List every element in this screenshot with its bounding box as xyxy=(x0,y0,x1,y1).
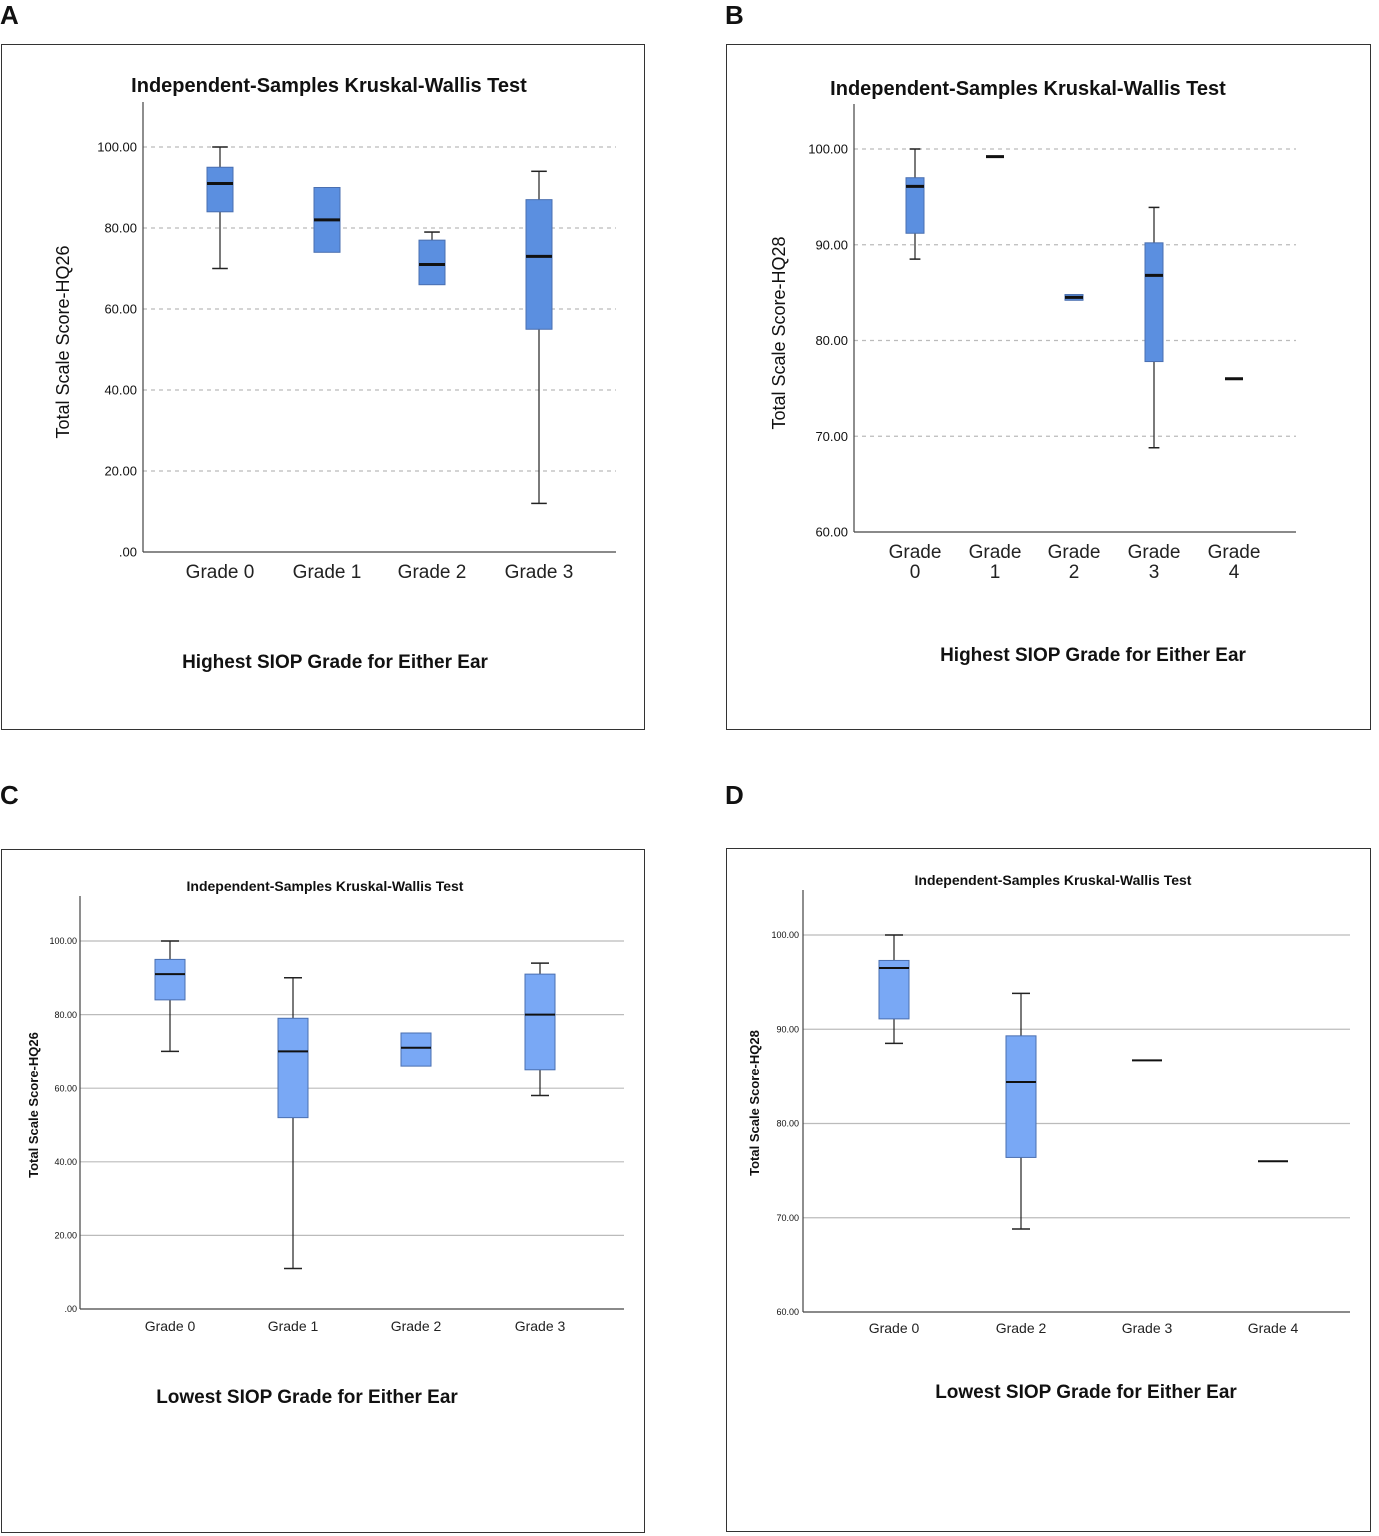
iqr-box xyxy=(206,166,234,213)
x-tick-label: Grade 4 xyxy=(1208,542,1261,583)
iqr-box xyxy=(418,239,446,286)
y-tick-label: 90.00 xyxy=(815,237,848,252)
x-axis-title: Lowest SIOP Grade for Either Ear xyxy=(156,1387,458,1408)
y-axis-title: Total Scale Score-HQ26 xyxy=(53,245,73,438)
y-tick-label: 20.00 xyxy=(54,1231,77,1241)
x-tick-label: Grade 2 xyxy=(996,1320,1047,1336)
x-tick-label: Grade 3 xyxy=(1122,1320,1173,1336)
box-grade-3 xyxy=(525,170,553,505)
box-grade-2 xyxy=(1005,992,1037,1230)
x-tick-label: Grade 1 xyxy=(268,1318,319,1334)
y-axis-title: Total Scale Score-HQ28 xyxy=(747,1030,762,1176)
box-grade-2 xyxy=(400,1032,432,1067)
y-tick-label: 100.00 xyxy=(808,142,848,157)
y-tick-label: 70.00 xyxy=(815,429,848,444)
y-axis-title: Total Scale Score-HQ28 xyxy=(769,236,789,429)
iqr-box xyxy=(524,973,556,1071)
panel-frame-a xyxy=(1,44,645,730)
box-grade-0 xyxy=(154,940,186,1053)
y-tick-label: .00 xyxy=(119,545,137,560)
x-tick-label: Grade 0 xyxy=(186,562,255,583)
box-grade-2 xyxy=(418,231,446,286)
box-grade-0 xyxy=(905,148,925,260)
x-tick-label: Grade 3 xyxy=(515,1318,566,1334)
y-tick-label: 20.00 xyxy=(104,464,137,479)
panel-label-d: D xyxy=(725,780,744,810)
y-tick-label: 40.00 xyxy=(54,1157,77,1167)
x-tick-label: Grade 2 xyxy=(1048,542,1101,583)
box-grade-2 xyxy=(1064,294,1084,301)
chart-title: Independent-Samples Kruskal-Wallis Test xyxy=(187,878,464,894)
x-tick-label: Grade 3 xyxy=(1128,542,1181,583)
iqr-box xyxy=(1005,1035,1037,1158)
chart-b: Independent-Samples Kruskal-Wallis Test 6… xyxy=(769,78,1296,666)
iqr-box xyxy=(154,958,186,1001)
x-axis-title: Highest SIOP Grade for Either Ear xyxy=(940,645,1246,666)
x-axis-title: Lowest SIOP Grade for Either Ear xyxy=(935,1382,1237,1403)
y-tick-label: 40.00 xyxy=(104,383,137,398)
iqr-box xyxy=(525,199,553,330)
panel-label-b: B xyxy=(725,0,744,30)
y-tick-label: 90.00 xyxy=(776,1024,799,1034)
panel-label-a: A xyxy=(0,0,19,30)
y-tick-label: 100.00 xyxy=(771,930,799,940)
chart-a: Independent-Samples Kruskal-Wallis Test.… xyxy=(53,75,616,673)
x-axis-title: Highest SIOP Grade for Either Ear xyxy=(182,652,488,673)
box-grade-1 xyxy=(313,187,341,253)
y-tick-label: 70.00 xyxy=(776,1213,799,1223)
y-tick-label: 60.00 xyxy=(104,302,137,317)
box-grade-3 xyxy=(524,962,556,1097)
y-tick-label: 60.00 xyxy=(54,1083,77,1093)
x-tick-label: Grade 0 xyxy=(869,1320,920,1336)
box-grade-3 xyxy=(1144,206,1164,449)
chart-title: Independent-Samples Kruskal-Wallis Test xyxy=(915,872,1192,888)
x-tick-label: Grade 4 xyxy=(1248,1320,1299,1336)
x-tick-label: Grade 1 xyxy=(293,562,362,583)
chart-title: Independent-Samples Kruskal-Wallis Test xyxy=(830,78,1226,100)
iqr-box xyxy=(400,1032,432,1067)
chart-d: Independent-Samples Kruskal-Wallis Test 6… xyxy=(747,872,1350,1403)
chart-c: Independent-Samples Kruskal-Wallis Test.… xyxy=(26,878,624,1408)
iqr-box xyxy=(1144,242,1164,363)
y-tick-label: 100.00 xyxy=(97,140,137,155)
x-tick-label: Grade 0 xyxy=(145,1318,196,1334)
x-tick-label: Grade 2 xyxy=(391,1318,442,1334)
y-tick-label: .00 xyxy=(64,1304,77,1314)
panel-frame-b xyxy=(726,44,1371,730)
iqr-box xyxy=(905,177,925,234)
x-tick-label: Grade 3 xyxy=(505,562,574,583)
panel-label-c: C xyxy=(0,780,19,810)
y-tick-label: 100.00 xyxy=(49,936,77,946)
y-tick-label: 80.00 xyxy=(815,333,848,348)
x-tick-label: Grade 1 xyxy=(969,542,1022,583)
y-tick-label: 80.00 xyxy=(54,1010,77,1020)
box-grade-0 xyxy=(206,146,234,270)
y-axis-title: Total Scale Score-HQ26 xyxy=(26,1032,41,1178)
y-tick-label: 80.00 xyxy=(776,1119,799,1129)
y-tick-label: 60.00 xyxy=(815,525,848,540)
x-tick-label: Grade 0 xyxy=(889,542,942,583)
box-grade-0 xyxy=(878,934,910,1045)
x-tick-label: Grade 2 xyxy=(398,562,467,583)
box-grade-1 xyxy=(277,977,309,1270)
iqr-box xyxy=(878,959,910,1020)
y-tick-label: 80.00 xyxy=(104,221,137,236)
chart-title: Independent-Samples Kruskal-Wallis Test xyxy=(131,75,527,97)
iqr-box xyxy=(277,1017,309,1119)
y-tick-label: 60.00 xyxy=(776,1307,799,1317)
panel-frame-d xyxy=(726,848,1371,1532)
